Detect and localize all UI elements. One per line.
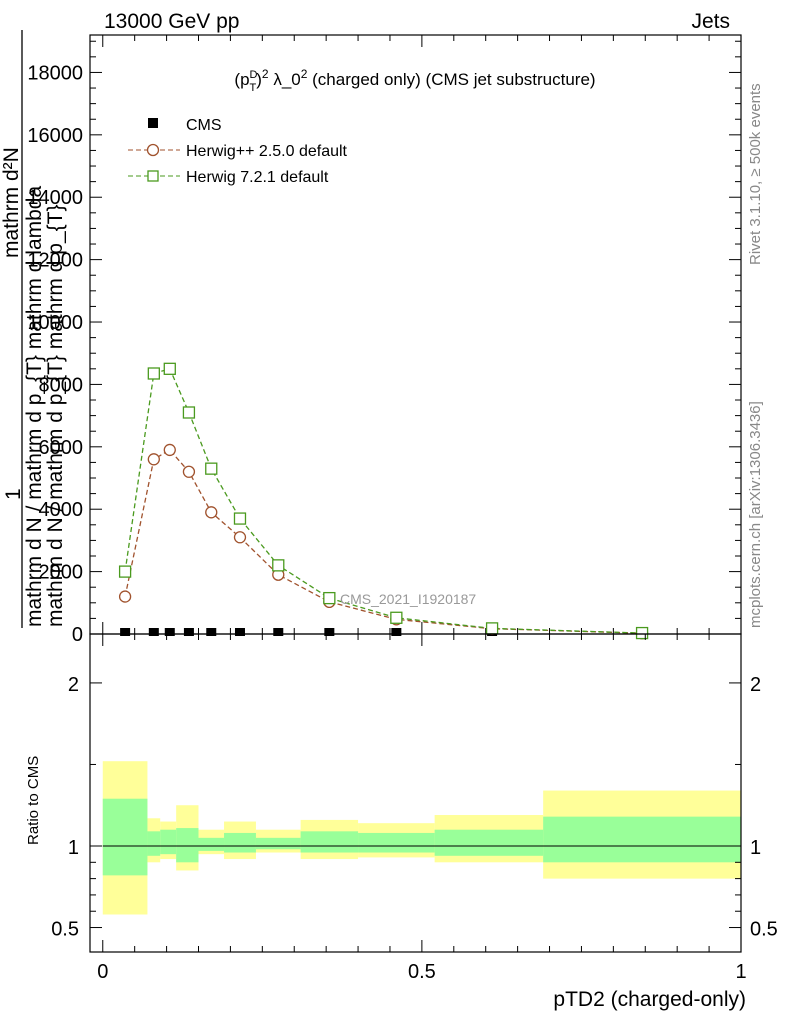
x-axis-label: pTD2 (charged-only) — [553, 988, 746, 1011]
ratio-y-tick-label-right: 1 — [750, 837, 761, 859]
ratio-y-tick-label: 0.5 — [51, 919, 79, 941]
svg-text:CMS: CMS — [186, 117, 222, 134]
mcplots-label: mcplots.cern.ch [arXiv:1306.3436] — [747, 401, 764, 628]
ratio-bands — [102, 761, 741, 915]
main-y-tick-label: 18000 — [27, 62, 83, 84]
cms-point — [164, 628, 175, 636]
main-series — [118, 362, 649, 640]
main-y-tick-label: 14000 — [27, 187, 83, 209]
main-y-tick-label: 16000 — [27, 125, 83, 147]
cms-point — [391, 628, 402, 636]
main-y-tick-label: 10000 — [27, 312, 83, 334]
header-left: 13000 GeV pp — [104, 10, 239, 33]
ratio-y-tick-label-right: 0.5 — [750, 919, 778, 941]
ratio-y-tick-label-right: 2 — [750, 674, 761, 696]
main-y-tick-label: 6000 — [39, 437, 84, 459]
herwigpp-point — [182, 465, 196, 478]
y-label-row-1: mathrm d N / mathrm d p_{T} mathrm d lam… — [23, 186, 46, 627]
herwigpp-point — [118, 590, 132, 603]
herwig7-point — [163, 362, 176, 375]
legend-entry-herwig7: Herwig 7.2.1 default — [128, 169, 329, 186]
ratio-y-label: Ratio to CMS — [25, 756, 42, 845]
main-y-tick-label: 8000 — [39, 374, 84, 396]
herwig7-point — [485, 622, 499, 635]
legend-entry-cms: CMS — [148, 117, 222, 134]
y-label-numerator: 1 — [2, 488, 25, 500]
header-right: Jets — [691, 10, 730, 33]
y-label-row-2: mathrm d N / mathrm d p_{T} mathrm d p_{… — [44, 205, 67, 628]
herwigpp-point — [163, 443, 176, 457]
ratio-band-green — [300, 831, 359, 853]
cms-point — [183, 628, 194, 636]
herwig7-point — [272, 559, 285, 572]
herwig7-point — [205, 462, 218, 475]
cms-point — [206, 628, 217, 636]
ratio-band-green — [543, 816, 741, 863]
watermark: CMS_2021_I1920187 — [340, 591, 476, 607]
ratio-panel: 0.5 0.51 12 20 0.5 1 Ratio to CMS pTD2 (charg… — [25, 633, 778, 1011]
herwig7-point — [390, 611, 403, 624]
main-title: (pD T)2 λ_02 (charged only) (CMS jet subs… — [234, 67, 595, 94]
ratio-band-green — [255, 837, 301, 850]
herwigpp-point — [233, 531, 247, 544]
ratio-band-green — [176, 828, 199, 863]
cms-point — [120, 628, 131, 636]
herwig7-point — [147, 367, 160, 380]
main-y-tick-label: 0 — [72, 624, 83, 646]
cms-point — [234, 628, 245, 636]
x-tick-label: 1 — [735, 961, 746, 983]
ratio-band-green — [102, 798, 148, 876]
ratio-band-green — [160, 829, 177, 855]
cms-point — [273, 628, 284, 636]
herwig7-point — [635, 626, 649, 640]
main-y-label: 1 mathrm d N / mathrm d p_{T} mathrm d l… — [0, 30, 67, 628]
herwigpp-point — [147, 453, 160, 466]
ratio-y-tick-label: 1 — [68, 837, 79, 859]
y-label-d2n: mathrm d²N — [0, 147, 23, 258]
cms-point — [148, 628, 159, 636]
cms-point — [324, 628, 335, 636]
ratio-y-tick-label: 2 — [68, 674, 79, 696]
ratio-band-green — [147, 831, 161, 856]
ratio-band-green — [434, 829, 544, 856]
herwig7-point — [118, 565, 132, 578]
svg-text:Herwig 7.2.1 default: Herwig 7.2.1 default — [186, 169, 329, 186]
main-y-tick-label: 12000 — [27, 250, 83, 272]
main-y-tick-label: 4000 — [39, 499, 84, 521]
herwig7-point — [323, 591, 336, 605]
herwig7-point — [233, 512, 247, 525]
ratio-ticks: 0.5 0.51 12 20 0.5 1 — [51, 634, 778, 983]
ratio-frame — [89, 633, 742, 953]
x-tick-label: 0.5 — [408, 961, 436, 983]
main-y-ticks: 0 2000 4000 6000 8000 10000 12000 14000 16000 180… — [27, 35, 742, 646]
legend: CMS Herwig++ 2.5.0 default Herwig 7.2.1 … — [128, 117, 348, 186]
ratio-band-green — [358, 832, 435, 853]
rivet-label: Rivet 3.1.10, ≥ 500k events — [747, 83, 764, 265]
main-panel: 0 2000 4000 6000 8000 10000 12000 14000 16000 180… — [0, 30, 742, 646]
herwigpp-point — [205, 506, 218, 519]
ratio-band-green — [198, 837, 225, 851]
svg-text:Herwig++ 2.5.0 default: Herwig++ 2.5.0 default — [186, 143, 348, 160]
ratio-band-green — [224, 832, 256, 853]
main-y-tick-label: 2000 — [39, 562, 84, 584]
x-tick-label: 0 — [97, 961, 108, 983]
herwig7-point — [182, 406, 196, 419]
legend-entry-herwigpp: Herwig++ 2.5.0 default — [128, 143, 348, 160]
